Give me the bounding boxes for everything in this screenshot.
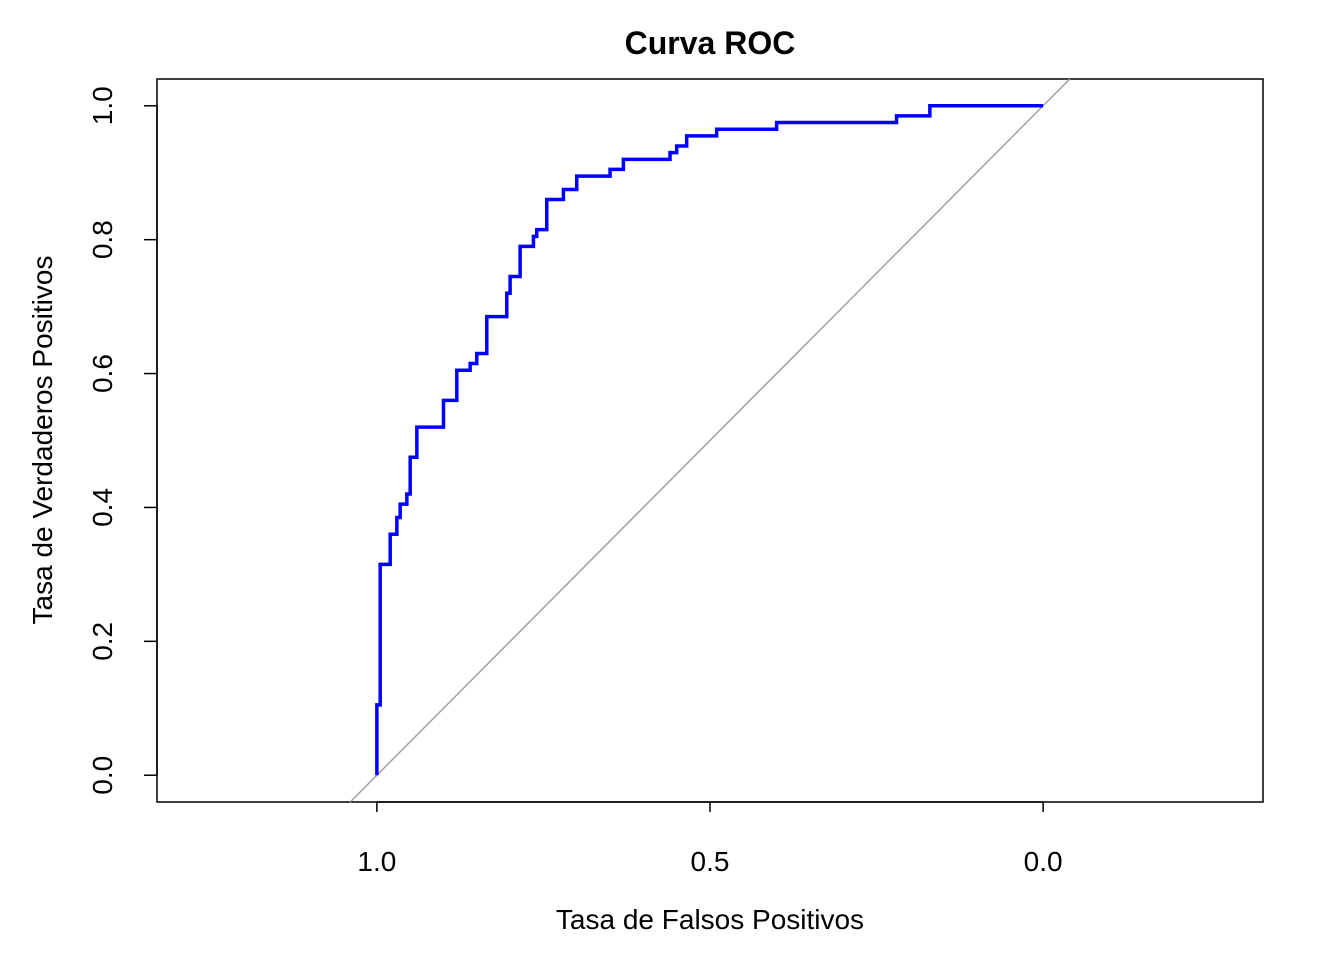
y-tick-label: 0.4	[87, 488, 118, 527]
reference-diagonal-layer	[349, 78, 1071, 803]
x-axis: 1.0 0.5 0.0	[357, 801, 1063, 877]
x-tick-label: 0.0	[1024, 846, 1063, 877]
chart-title: Curva ROC	[625, 25, 796, 61]
x-tick-label: 1.0	[357, 846, 396, 877]
reference-diagonal	[349, 78, 1071, 803]
roc-curve-layer	[375, 104, 1044, 776]
x-tick-label: 0.5	[691, 846, 730, 877]
y-axis: 0.0 0.2 0.4 0.6 0.8 1.0	[87, 86, 158, 795]
y-tick-label: 0.2	[87, 622, 118, 661]
y-axis-label: Tasa de Verdaderos Positivos	[27, 256, 58, 625]
roc-curve-line-0	[375, 104, 1044, 776]
x-axis-label: Tasa de Falsos Positivos	[556, 904, 864, 935]
y-tick-label: 0.6	[87, 354, 118, 393]
y-tick-label: 1.0	[87, 86, 118, 125]
y-tick-label: 0.8	[87, 220, 118, 259]
y-tick-label: 0.0	[87, 756, 118, 795]
